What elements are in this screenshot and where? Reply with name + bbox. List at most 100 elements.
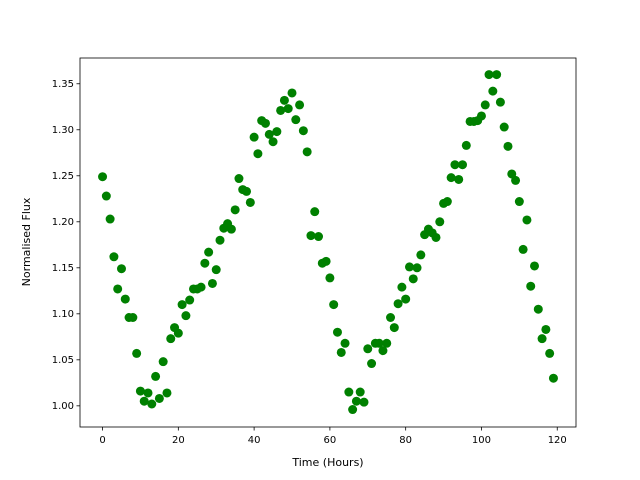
point	[264, 129, 274, 139]
y-tick-label: 1.20	[52, 217, 74, 228]
point	[397, 282, 407, 292]
point	[242, 186, 252, 196]
point	[476, 111, 486, 121]
point	[151, 371, 161, 381]
point	[181, 311, 191, 321]
point	[389, 323, 399, 333]
x-tick-label: 60	[324, 435, 337, 446]
point	[321, 256, 331, 266]
point	[329, 300, 339, 310]
point	[548, 373, 558, 383]
point	[113, 284, 123, 294]
axes-frame	[79, 57, 577, 428]
point	[291, 115, 301, 125]
point	[495, 97, 505, 107]
x-tick-label: 40	[248, 435, 261, 446]
point	[545, 348, 555, 358]
point	[359, 397, 369, 407]
point	[207, 278, 217, 288]
point	[166, 334, 176, 344]
point	[135, 386, 145, 396]
point	[404, 262, 414, 272]
point	[109, 252, 119, 262]
point	[245, 197, 255, 207]
point	[480, 100, 490, 110]
point	[306, 231, 316, 241]
point	[185, 295, 195, 305]
point	[332, 327, 342, 337]
point	[431, 232, 441, 242]
point	[435, 217, 445, 227]
point	[533, 304, 543, 314]
point	[454, 174, 464, 184]
point	[154, 393, 164, 403]
point	[325, 273, 335, 283]
point	[526, 281, 536, 291]
y-tick-label: 1.25	[52, 171, 74, 182]
point	[120, 294, 130, 304]
point	[355, 387, 365, 397]
point	[416, 250, 426, 260]
point	[412, 263, 422, 273]
y-tick-label: 1.10	[52, 309, 74, 320]
point	[344, 387, 354, 397]
point	[518, 244, 528, 254]
point	[458, 160, 468, 170]
point	[340, 338, 350, 348]
point	[253, 149, 263, 159]
point	[173, 328, 183, 338]
point	[514, 197, 524, 207]
point	[401, 294, 411, 304]
x-tick-label: 120	[548, 435, 567, 446]
point	[276, 105, 286, 115]
point	[287, 88, 297, 98]
y-tick-label: 1.30	[52, 125, 74, 136]
point	[446, 173, 456, 183]
point	[162, 388, 172, 398]
point	[336, 347, 346, 357]
point	[310, 207, 320, 217]
point	[298, 126, 308, 136]
point	[386, 312, 396, 322]
point	[522, 215, 532, 225]
x-tick-label: 80	[399, 435, 412, 446]
x-tick-label: 100	[472, 435, 491, 446]
point	[211, 265, 221, 275]
point	[295, 100, 305, 110]
point	[492, 70, 502, 80]
point	[98, 172, 108, 182]
point	[378, 346, 388, 356]
point	[128, 312, 138, 322]
x-tick-label: 0	[99, 435, 105, 446]
point	[283, 104, 293, 114]
point	[499, 122, 509, 132]
point	[537, 334, 547, 344]
point	[393, 299, 403, 309]
point	[234, 174, 244, 184]
point	[158, 357, 168, 367]
point	[147, 399, 157, 409]
point	[382, 338, 392, 348]
point	[204, 247, 214, 257]
point	[101, 191, 111, 201]
point	[511, 175, 521, 185]
y-tick-label: 1.00	[52, 401, 74, 412]
point	[363, 344, 373, 354]
y-tick-label: 1.35	[52, 79, 74, 90]
point	[450, 160, 460, 170]
point	[249, 132, 259, 142]
y-tick-label: 1.05	[52, 355, 74, 366]
point	[408, 274, 418, 284]
point	[367, 359, 377, 369]
x-axis-label: Time (Hours)	[291, 456, 363, 469]
point	[268, 137, 278, 147]
point	[279, 95, 289, 105]
point	[215, 235, 225, 245]
point	[302, 147, 312, 157]
point	[230, 205, 240, 215]
point	[226, 224, 236, 234]
point	[116, 264, 126, 274]
point	[272, 127, 282, 137]
